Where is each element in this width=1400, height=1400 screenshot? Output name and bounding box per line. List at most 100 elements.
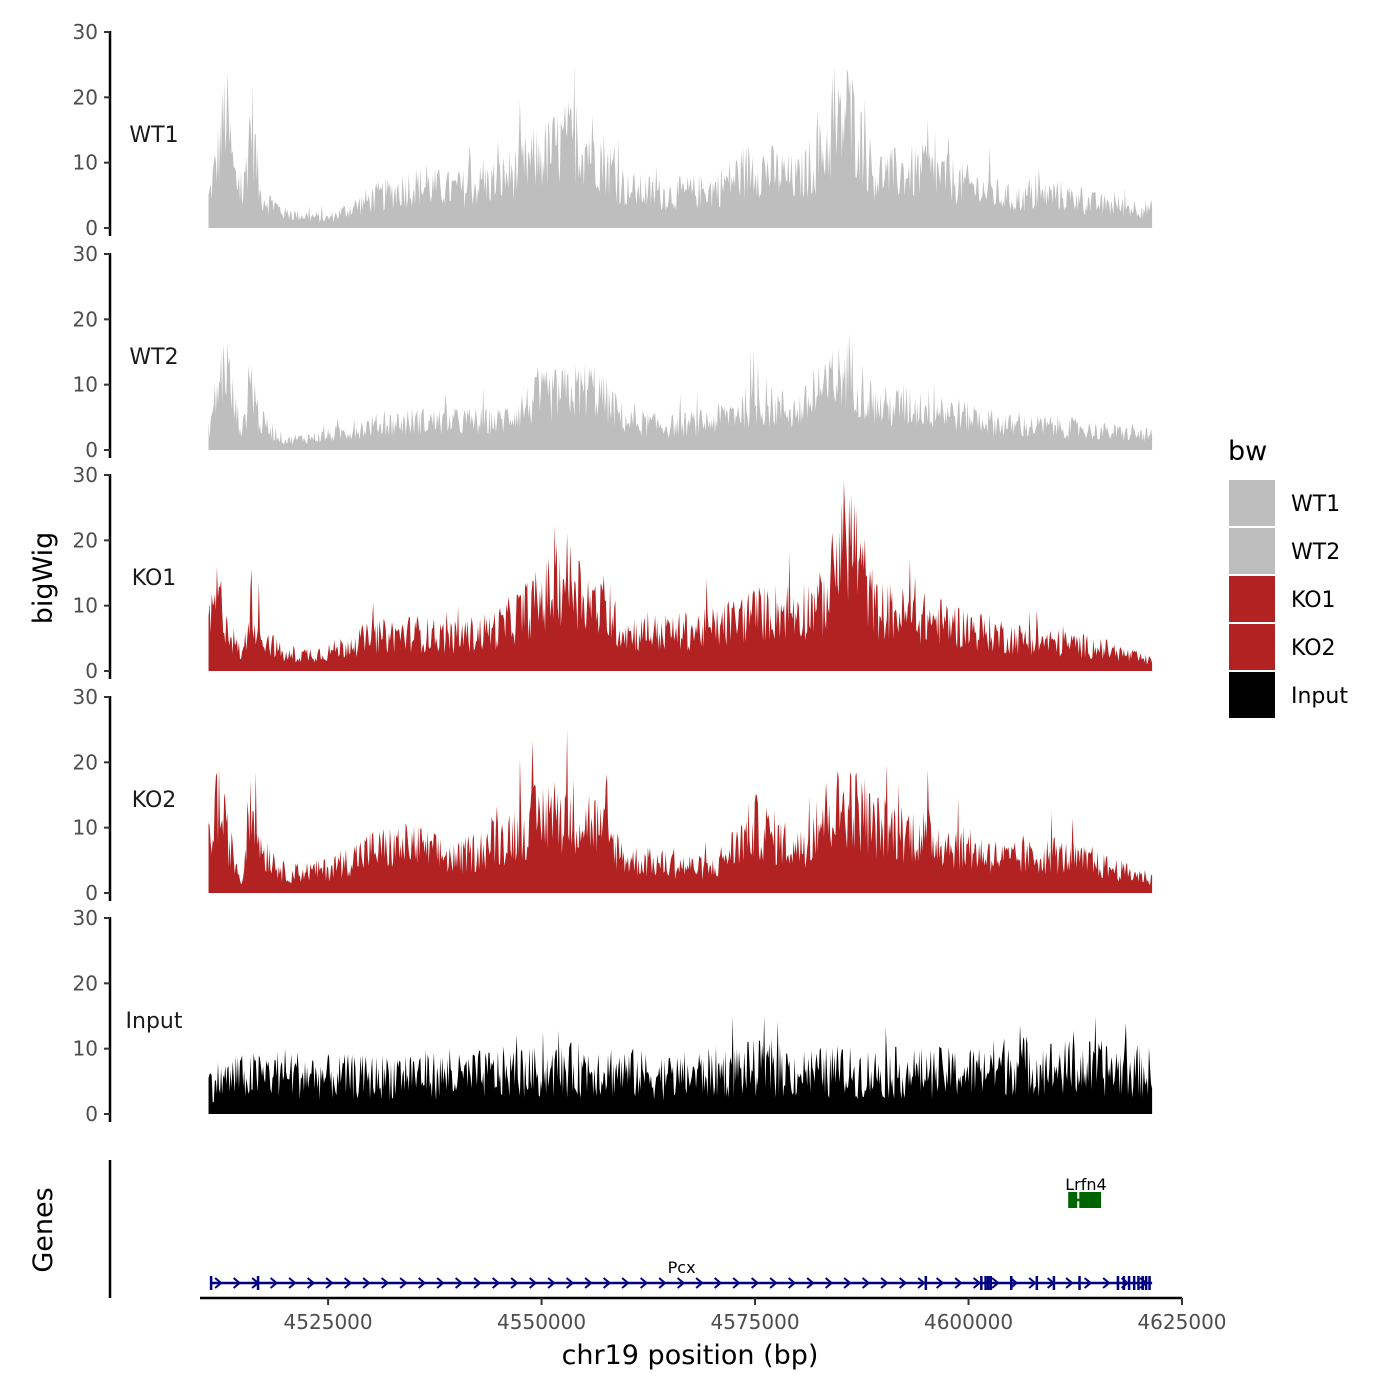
track-input: 0 10 20 30 Input (73, 906, 1153, 1126)
signal-area-wt2 (208, 332, 1153, 450)
exon (256, 1276, 260, 1290)
legend-label-ko2: KO2 (1291, 636, 1336, 661)
x-tick-label: 4575000 (711, 1310, 800, 1334)
strand-arrow (269, 1277, 279, 1289)
track-label-ko1: KO1 (132, 566, 177, 591)
exon (1122, 1276, 1126, 1290)
exon (1068, 1192, 1078, 1208)
track-label-wt2: WT2 (129, 345, 178, 370)
strand-arrow (639, 1277, 649, 1289)
y-tick-label: 0 (85, 216, 98, 240)
strand-arrow (491, 1277, 501, 1289)
strand-arrow (528, 1277, 538, 1289)
y-tick-label: 0 (85, 881, 98, 905)
x-axis: 4525000 4550000 4575000 4600000 4625000 (200, 1296, 1227, 1334)
genes-layer: Pcx Lrfn4 (108, 1160, 1153, 1298)
y-tick-label: 10 (73, 1037, 98, 1061)
exon (1116, 1276, 1120, 1290)
x-tick-label: 4550000 (497, 1310, 586, 1334)
legend-key-wt2 (1229, 528, 1275, 574)
strand-arrow (306, 1277, 316, 1289)
strand-arrow (898, 1277, 908, 1289)
y-tick-label: 0 (85, 1102, 98, 1126)
strand-arrow (676, 1277, 686, 1289)
exon (924, 1276, 928, 1290)
exon (1148, 1276, 1151, 1290)
legend-key-input (1229, 672, 1275, 718)
strand-arrow (436, 1277, 445, 1289)
signal-area-ko2 (208, 729, 1153, 893)
y-tick-label: 10 (73, 151, 98, 175)
y-tick-label: 30 (73, 20, 98, 44)
strand-arrow (584, 1277, 593, 1289)
exon (1078, 1276, 1081, 1290)
signal-area-input (208, 1016, 1153, 1114)
y-tick-label: 20 (73, 85, 98, 109)
strand-arrow (991, 1277, 1000, 1289)
strand-arrow (861, 1277, 871, 1289)
strand-arrow (288, 1277, 297, 1289)
y-tick-label: 30 (73, 463, 98, 487)
strand-arrow (380, 1277, 390, 1289)
tracks-layer: 0 10 20 30 WT1 0 10 20 30 WT2 0 10 20 30 KO1 0 10 20 30 KO2… (73, 20, 1153, 1126)
strand-arrow (602, 1277, 612, 1289)
strand-arrow (1028, 1277, 1037, 1289)
strand-arrow (658, 1277, 667, 1289)
strand-arrow (325, 1277, 334, 1289)
track-ko2: 0 10 20 30 KO2 (73, 685, 1153, 905)
y-tick-label: 20 (73, 750, 98, 774)
strand-arrow (695, 1277, 704, 1289)
y-tick-label: 20 (73, 307, 98, 331)
legend-key-ko1 (1229, 576, 1275, 622)
strand-arrow (1102, 1277, 1111, 1289)
y-tick-label: 20 (73, 528, 98, 552)
gene-label-lrfn4: Lrfn4 (1065, 1175, 1106, 1194)
strand-arrow (843, 1277, 852, 1289)
y-axis-title: bigWig (28, 532, 59, 625)
strand-arrow (732, 1277, 741, 1289)
legend: bw WT1 WT2 KO1 KO2 Input (1228, 436, 1348, 718)
legend-label-wt1: WT1 (1291, 492, 1340, 517)
strand-arrow (362, 1277, 371, 1289)
track-label-input: Input (126, 1009, 183, 1034)
strand-arrow (473, 1277, 482, 1289)
strand-arrow (232, 1277, 242, 1289)
track-label-ko2: KO2 (132, 788, 177, 813)
y-tick-label: 30 (73, 906, 98, 930)
y-tick-label: 10 (73, 594, 98, 618)
strand-arrow (621, 1277, 630, 1289)
strand-arrow (565, 1277, 575, 1289)
legend-key-wt1 (1229, 480, 1275, 526)
exon (1086, 1192, 1101, 1208)
track-ko1: 0 10 20 30 KO1 (73, 463, 1153, 683)
strand-arrow (824, 1277, 834, 1289)
strand-arrow (880, 1277, 889, 1289)
exon (1141, 1276, 1144, 1290)
strand-arrow (417, 1277, 427, 1289)
x-tick-label: 4600000 (924, 1310, 1013, 1334)
strand-arrow (972, 1277, 982, 1289)
strand-arrow (547, 1277, 556, 1289)
x-tick-label: 4625000 (1137, 1310, 1226, 1334)
signal-area-wt1 (208, 64, 1153, 228)
exon (1009, 1276, 1013, 1290)
genes-axis-title: Genes (28, 1187, 59, 1272)
exon (989, 1276, 992, 1290)
exon (986, 1276, 990, 1290)
strand-arrow (917, 1277, 926, 1289)
strand-arrow (954, 1277, 963, 1289)
legend-title: bw (1228, 436, 1267, 467)
strand-arrow (454, 1277, 464, 1289)
y-tick-label: 30 (73, 242, 98, 266)
exon (1052, 1276, 1056, 1290)
strand-arrow (787, 1277, 797, 1289)
y-tick-label: 20 (73, 971, 98, 995)
signal-area-ko1 (208, 481, 1153, 671)
strand-arrow (806, 1277, 815, 1289)
legend-label-input: Input (1291, 684, 1348, 709)
strand-arrow (1009, 1277, 1019, 1289)
y-tick-label: 10 (73, 373, 98, 397)
y-tick-label: 0 (85, 659, 98, 683)
strand-arrow (214, 1277, 223, 1289)
strand-arrow (399, 1277, 408, 1289)
